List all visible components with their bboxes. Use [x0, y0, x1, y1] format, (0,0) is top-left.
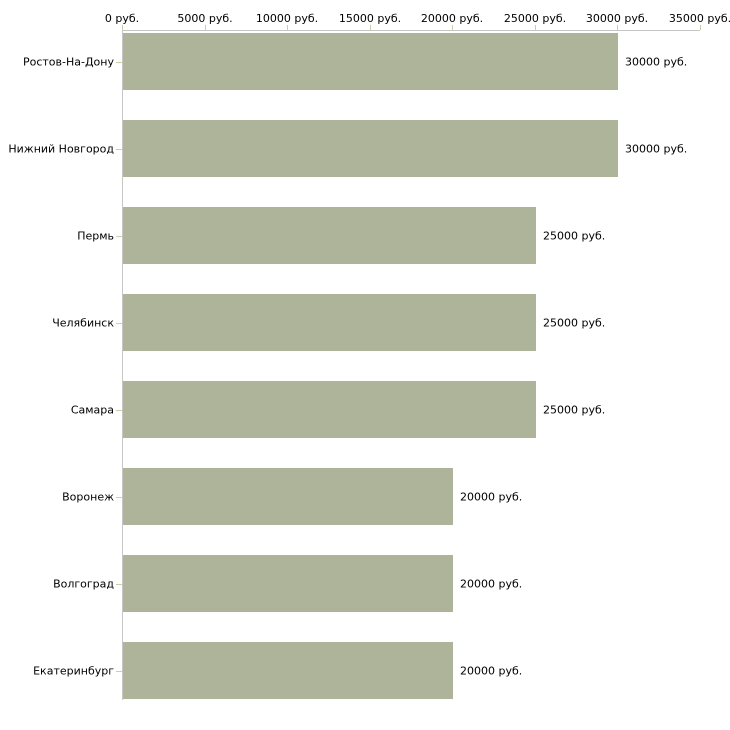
category-label: Нижний Новгород: [8, 142, 114, 156]
bar-value-label: 30000 руб.: [625, 142, 688, 156]
category-tick: [116, 671, 122, 672]
bar-value-label: 25000 руб.: [543, 403, 606, 417]
x-axis-line: [122, 30, 700, 31]
category-label: Ростов-На-Дону: [22, 55, 114, 69]
category-label: Челябинск: [52, 316, 114, 330]
x-axis-tick: [700, 25, 701, 30]
category-label: Воронеж: [62, 490, 114, 504]
x-axis-tick: [370, 25, 371, 30]
x-axis-tick-label: 0 руб.: [104, 12, 140, 25]
category-tick: [116, 323, 122, 324]
x-axis-tick-label: 5000 руб.: [177, 12, 233, 25]
x-axis-tick: [535, 25, 536, 30]
bar-value-label: 25000 руб.: [543, 316, 606, 330]
bar: [123, 468, 453, 525]
x-axis-tick-label: 25000 руб.: [503, 12, 567, 25]
bar: [123, 555, 453, 612]
category-tick: [116, 584, 122, 585]
bar-value-label: 20000 руб.: [460, 490, 523, 504]
x-axis-tick-label: 15000 руб.: [338, 12, 402, 25]
category-tick: [116, 410, 122, 411]
category-label: Пермь: [77, 229, 114, 243]
x-axis-tick-label: 20000 руб.: [420, 12, 484, 25]
category-tick: [116, 236, 122, 237]
x-axis-tick-label: 30000 руб.: [585, 12, 649, 25]
category-label: Волгоград: [53, 577, 114, 591]
category-tick: [116, 497, 122, 498]
x-axis-tick: [287, 25, 288, 30]
x-axis-tick: [452, 25, 453, 30]
x-axis-tick-label: 10000 руб.: [255, 12, 319, 25]
bar: [123, 120, 618, 177]
y-axis-line: [122, 30, 123, 700]
bar-value-label: 25000 руб.: [543, 229, 606, 243]
x-axis-tick: [122, 25, 123, 30]
category-label: Самара: [70, 403, 114, 417]
bar-value-label: 20000 руб.: [460, 577, 523, 591]
bar: [123, 642, 453, 699]
category-tick: [116, 149, 122, 150]
x-axis-tick: [205, 25, 206, 30]
category-label: Екатеринбург: [33, 664, 114, 678]
bar: [123, 381, 536, 438]
bar: [123, 207, 536, 264]
x-axis-tick: [617, 25, 618, 30]
bar: [123, 33, 618, 90]
bar-value-label: 30000 руб.: [625, 55, 688, 69]
bar-value-label: 20000 руб.: [460, 664, 523, 678]
category-tick: [116, 62, 122, 63]
bar: [123, 294, 536, 351]
x-axis-tick-label: 35000 руб.: [668, 12, 730, 25]
